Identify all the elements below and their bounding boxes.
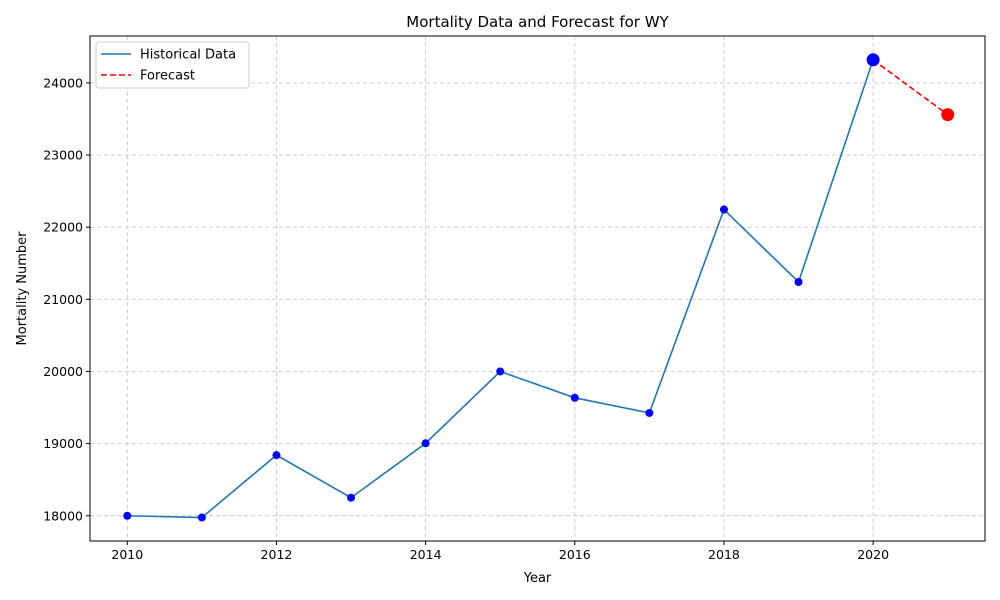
plot-frame: [89, 35, 986, 542]
y-tick-label: 23000: [43, 148, 83, 163]
x-tick-label: 2012: [261, 547, 293, 562]
y-tick-label: 19000: [43, 436, 83, 451]
historical-data-point: [347, 493, 356, 502]
x-tick-label: 2018: [708, 547, 740, 562]
legend-label-historical: Historical Data: [140, 48, 236, 63]
y-tick-label: 21000: [43, 292, 83, 307]
historical-data-point: [794, 278, 803, 287]
historical-data-point: [272, 451, 281, 460]
forecast-line: [872, 59, 949, 116]
chart-title: Mortality Data and Forecast for WY: [406, 13, 669, 31]
legend: Historical Data Forecast: [95, 41, 250, 89]
legend-box: [95, 41, 250, 89]
historical-data-point: [719, 205, 728, 214]
ticks: 2010 2012 2014 2016 2018 2020 18000 19000 20000 2…: [43, 75, 889, 562]
x-tick-label: 2010: [111, 547, 143, 562]
historical-data-point: [570, 393, 579, 402]
forecast-data-point: [941, 108, 955, 122]
historical-data-point: [197, 513, 206, 522]
historical-data-point: [496, 367, 505, 376]
y-tick-label: 22000: [43, 220, 83, 235]
historical-data-point: [421, 439, 430, 448]
x-axis-label: Year: [523, 571, 552, 586]
historical-data-point: [123, 511, 132, 520]
series-layer: [123, 53, 955, 522]
historical-data-point: [866, 53, 880, 67]
y-tick-label: 24000: [43, 75, 83, 90]
historical-data-line: [127, 59, 874, 519]
grid-lines: [90, 36, 985, 541]
y-tick-label: 18000: [43, 508, 83, 523]
historical-data-point: [645, 408, 654, 417]
y-axis-label: Mortality Number: [15, 231, 30, 346]
x-tick-label: 2020: [857, 547, 889, 562]
x-tick-label: 2014: [410, 547, 442, 562]
x-tick-label: 2016: [559, 547, 591, 562]
legend-label-forecast: Forecast: [140, 69, 195, 84]
y-tick-label: 20000: [43, 364, 83, 379]
